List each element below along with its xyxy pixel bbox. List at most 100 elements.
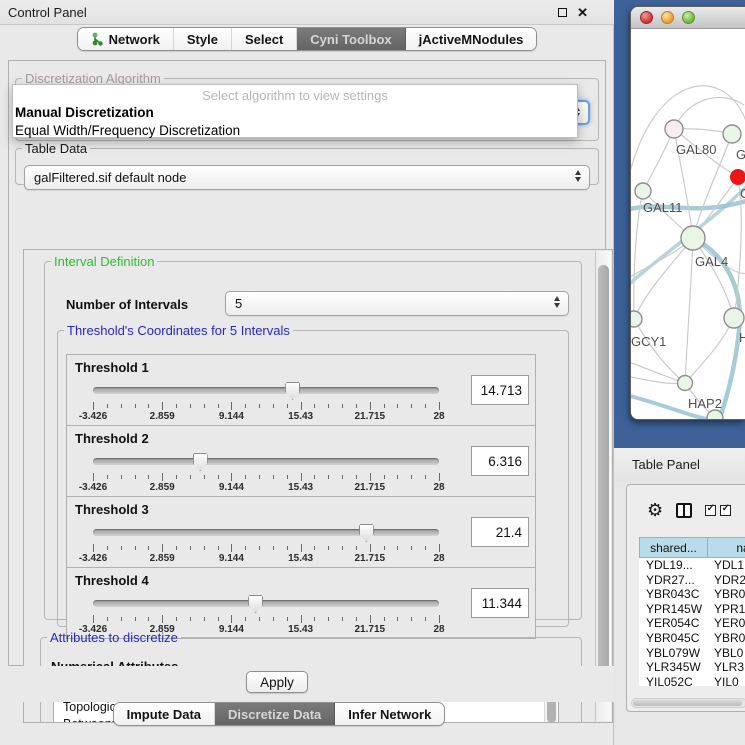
split-columns-icon[interactable] <box>676 502 693 518</box>
table-rows: YDL19... YDL1 YDR27... YDR2 YBR043C YBR0 YPR14… <box>639 558 745 686</box>
tick-label: 15.43 <box>288 482 314 493</box>
algorithm-option-manual[interactable]: Manual Discretization <box>15 105 154 120</box>
threshold-value-field[interactable]: 6.316 <box>471 446 529 476</box>
network-node-hap2[interactable] <box>676 374 694 392</box>
network-window-titlebar[interactable] <box>631 7 745 29</box>
zoom-window-icon[interactable] <box>682 11 695 24</box>
table-row[interactable]: YDR27... YDR2 <box>639 573 745 588</box>
table-panel-toolbar: ⚙ <box>627 495 745 525</box>
tick-label: 2.859 <box>149 553 175 564</box>
table-cell[interactable]: YER054C <box>646 616 700 631</box>
table-row[interactable]: YBL079W YBL0 <box>639 646 745 661</box>
slider-ticks <box>93 544 440 553</box>
discretization-algorithm-title: Discretization Algorithm <box>25 71 161 86</box>
table-cell[interactable]: YBR043C <box>646 587 700 602</box>
panel-title: Control Panel <box>8 4 87 20</box>
close-window-icon[interactable] <box>640 11 653 24</box>
column-header-shared-[interactable]: shared... <box>639 537 707 558</box>
network-canvas[interactable]: GAL80 GA C GAL11 GAL4 GCY1 H HAP2 <box>631 29 745 420</box>
threshold-value-field[interactable]: 21.4 <box>471 517 529 547</box>
network-node-partial[interactable] <box>706 409 724 420</box>
table-cell[interactable]: YLR3 <box>714 660 745 675</box>
network-node-gal11[interactable] <box>634 182 652 200</box>
network-node-gal80[interactable] <box>664 119 684 139</box>
tick-label: 28 <box>433 482 445 493</box>
threshold-slider[interactable]: -3.426 2.859 9.144 15.43 21.715 28 <box>79 452 445 493</box>
panel-vertical-scrollbar[interactable] <box>595 251 611 721</box>
table-data-combobox[interactable]: galFiltered.sif default node <box>24 165 590 190</box>
network-nodes[interactable] <box>631 119 745 420</box>
network-node-gal4[interactable] <box>680 225 706 251</box>
table-cell[interactable]: YBR0 <box>714 587 745 602</box>
tick-label: -3.426 <box>78 411 108 422</box>
slider-track[interactable] <box>93 529 439 536</box>
table-cell[interactable]: YBR0 <box>714 630 745 645</box>
float-panel-icon[interactable] <box>558 7 568 17</box>
tab-select[interactable]: Select <box>231 28 298 50</box>
network-view-window[interactable]: GAL80 GA C GAL11 GAL4 GCY1 H HAP2 <box>630 6 745 420</box>
table-row[interactable]: YDL19... YDL1 <box>639 558 745 573</box>
slider-track[interactable] <box>93 458 439 465</box>
checkbox-checked-icon[interactable] <box>720 503 732 516</box>
tab-cyni-toolbox[interactable]: Cyni Toolbox <box>297 28 406 50</box>
algorithm-hint: Select algorithm to view settings <box>202 88 388 103</box>
threshold-slider[interactable]: -3.426 2.859 9.144 15.43 21.715 28 <box>79 381 445 422</box>
table-cell[interactable]: YER0 <box>714 616 745 631</box>
slider-thumb-icon[interactable] <box>192 453 208 471</box>
table-cell[interactable]: YDR2 <box>714 572 745 587</box>
table-row[interactable]: YPR145W YPR1 <box>639 602 745 617</box>
table-cell[interactable]: YPR1 <box>714 601 745 616</box>
table-row[interactable]: YBR043C YBR0 <box>639 587 745 602</box>
table-row[interactable]: YLR345W YLR3 <box>639 660 745 675</box>
tick-label: 15.43 <box>288 411 314 422</box>
table-cell[interactable]: YIL0 <box>714 674 739 686</box>
slider-thumb-icon[interactable] <box>248 595 264 613</box>
node-label-red: C <box>740 186 745 201</box>
table-row[interactable]: YIL052C YIL0 <box>639 675 745 686</box>
tab-jactivemnodules[interactable]: jActiveMNodules <box>405 28 537 50</box>
number-of-intervals-combobox[interactable]: 5 <box>225 291 569 316</box>
table-cell[interactable]: YBL079W <box>646 645 701 660</box>
tick-label: 21.715 <box>354 411 386 422</box>
threshold-label: Threshold 1 <box>75 360 149 375</box>
threshold-slider[interactable]: -3.426 2.859 9.144 15.43 21.715 28 <box>79 523 445 564</box>
algorithm-dropdown-popup: Select algorithm to view settings Manual… <box>12 84 578 138</box>
network-node-h[interactable] <box>723 307 745 329</box>
table-cell[interactable]: YBR045C <box>646 630 700 645</box>
tab-network[interactable]: Network <box>77 28 174 50</box>
threshold-value-field[interactable]: 14.713 <box>471 375 529 405</box>
checkbox-checked-icon[interactable] <box>705 503 717 516</box>
tab-impute-data[interactable]: Impute Data <box>113 703 216 725</box>
number-of-intervals-value: 5 <box>235 296 243 311</box>
column-header-na[interactable]: na <box>707 537 745 558</box>
table-cell[interactable]: YBL0 <box>714 645 744 660</box>
threshold-slider[interactable]: -3.426 2.859 9.144 15.43 21.715 28 <box>79 594 445 635</box>
table-cell[interactable]: YDL19... <box>646 558 693 572</box>
network-node-ga[interactable] <box>722 124 742 144</box>
minimize-window-icon[interactable] <box>661 11 674 24</box>
table-cell[interactable]: YDL1 <box>714 558 745 572</box>
network-desktop: GAL80 GA C GAL11 GAL4 GCY1 H HAP2 <box>614 0 745 448</box>
slider-track[interactable] <box>93 600 439 607</box>
table-row[interactable]: YER054C YER0 <box>639 616 745 631</box>
algorithm-option-equal-width[interactable]: Equal Width/Frequency Discretization <box>15 123 241 138</box>
tab-infer-network[interactable]: Infer Network <box>335 703 445 725</box>
threshold-value-field[interactable]: 11.344 <box>471 588 529 618</box>
network-node-gcy1[interactable] <box>631 310 643 328</box>
slider-thumb-icon[interactable] <box>285 382 301 400</box>
close-panel-icon[interactable]: ✕ <box>577 4 588 20</box>
table-cell[interactable]: YPR145W <box>646 601 703 616</box>
tab-style[interactable]: Style <box>173 28 232 50</box>
tab-discretize-data[interactable]: Discretize Data <box>215 703 336 725</box>
slider-track[interactable] <box>93 387 439 394</box>
table-horizontal-scrollbar[interactable] <box>631 698 745 708</box>
node-label-gcy1: GCY1 <box>631 334 666 349</box>
table-row[interactable]: YBR045C YBR0 <box>639 631 745 646</box>
slider-thumb-icon[interactable] <box>358 524 374 542</box>
apply-button[interactable]: Apply <box>246 671 308 693</box>
network-node-red[interactable] <box>730 169 745 185</box>
table-cell[interactable]: YIL052C <box>646 674 693 686</box>
table-cell[interactable]: YLR345W <box>646 660 701 675</box>
gear-icon[interactable]: ⚙ <box>647 500 664 520</box>
table-cell[interactable]: YDR27... <box>646 572 695 587</box>
